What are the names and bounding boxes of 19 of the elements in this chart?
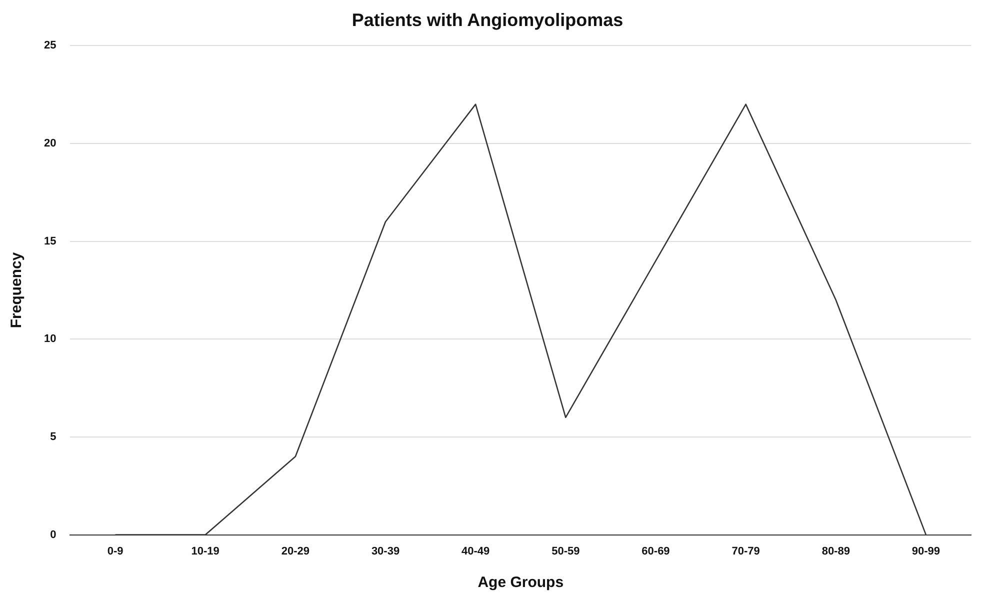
x-tick-label: 90-99	[912, 545, 940, 558]
y-axis-title: Frequency	[8, 252, 26, 328]
y-tick-label: 25	[44, 40, 56, 52]
x-tick-label: 50-59	[552, 545, 580, 558]
y-tick-label: 0	[50, 528, 56, 541]
y-tick-label: 5	[50, 430, 56, 443]
y-tick-label: 20	[44, 137, 56, 150]
x-tick-label: 70-79	[732, 545, 760, 558]
chart-title: Patients with Angiomyolipomas	[352, 10, 624, 30]
x-tick-label: 80-89	[822, 545, 850, 558]
x-tick-label: 60-69	[642, 545, 670, 558]
x-axis-title: Age Groups	[478, 574, 564, 592]
y-tick-label: 10	[44, 333, 56, 346]
x-tick-label: 10-19	[191, 545, 220, 558]
x-tick-label: 20-29	[281, 545, 310, 558]
y-tick-label: 15	[44, 235, 56, 248]
x-tick-label: 40-49	[462, 545, 490, 558]
x-tick-label: 30-39	[371, 545, 400, 558]
x-tick-label: 0-9	[107, 545, 124, 558]
